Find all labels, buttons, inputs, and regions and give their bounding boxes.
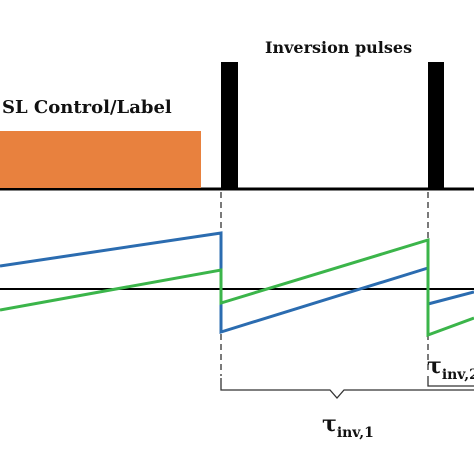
brace-tau-inv-1	[220, 378, 474, 399]
tau-inv-2-main: τ	[427, 353, 442, 379]
tau-inv-1-label: τinv,1	[322, 411, 374, 441]
inversion-pulse-1	[221, 62, 238, 189]
green-signal-trace	[0, 237, 474, 338]
inversion-pulse-2	[428, 62, 444, 189]
control-label-text: SL Control/Label	[2, 97, 172, 118]
tau-inv-2-label: τinv,2	[427, 353, 474, 383]
tau-inv-1-main: τ	[322, 411, 337, 437]
inversion-pulses-text: Inversion pulses	[265, 38, 412, 57]
control-label-block	[0, 131, 201, 188]
tau-inv-1-subscript: inv,1	[337, 425, 374, 441]
brace-tau-inv-2	[427, 376, 474, 387]
tau-inv-2-subscript: inv,2	[442, 367, 474, 383]
blue-signal-trace	[0, 231, 474, 335]
